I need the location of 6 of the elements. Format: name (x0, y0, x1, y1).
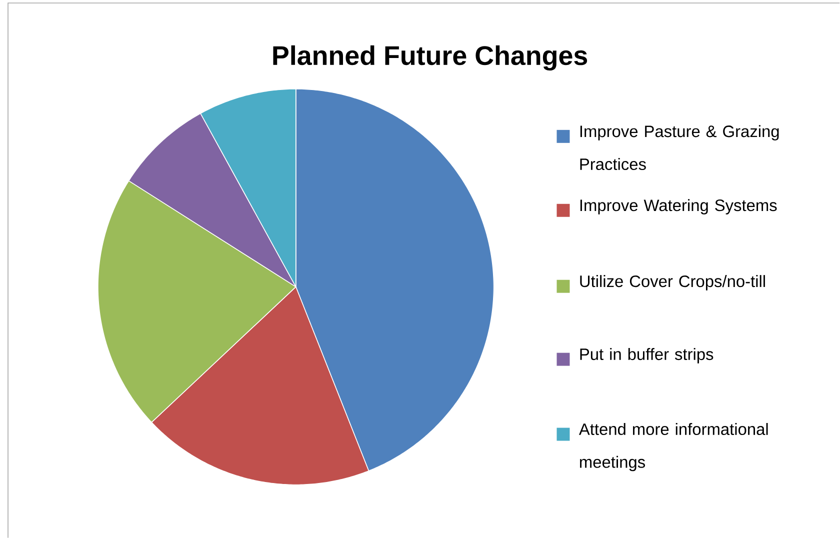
legend-label: Put in buffer strips (580, 348, 714, 364)
category-label: Attend more informational meetings (578, 422, 768, 472)
legend-label: Improve Pasture & Grazing Practices (580, 125, 779, 170)
legend-label: Improve Watering Systems (580, 199, 777, 214)
legend-label: Utilize Cover Crops/no-till (580, 274, 765, 290)
chart-title: Planned Future Changes (273, 45, 588, 70)
